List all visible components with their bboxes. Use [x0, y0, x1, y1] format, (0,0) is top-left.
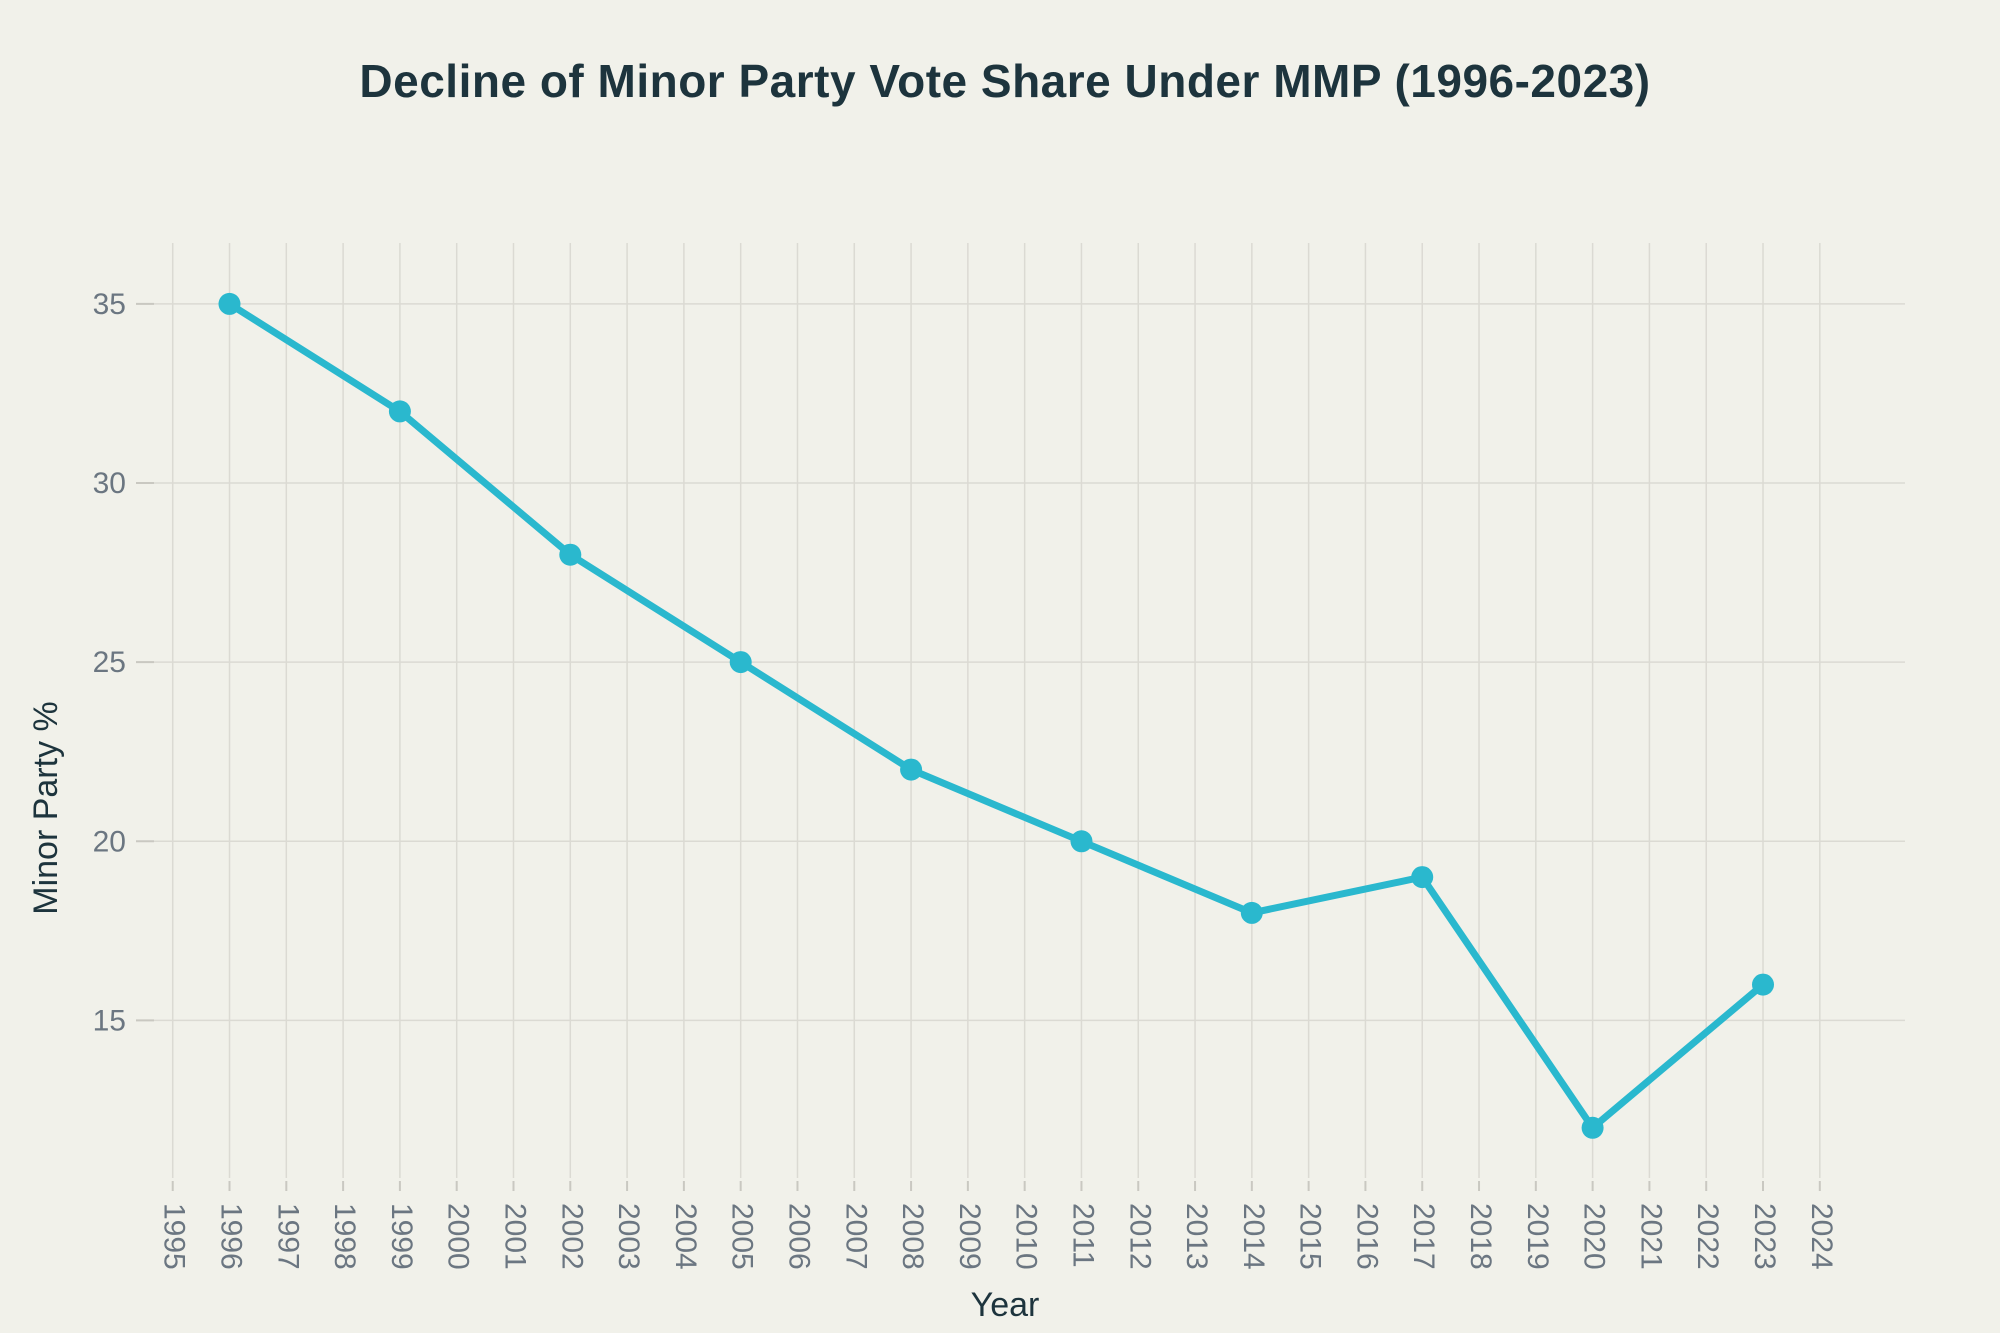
- x-tick-label: 2000: [442, 1203, 475, 1270]
- x-tick-label: 2018: [1464, 1203, 1497, 1270]
- x-tick-label: 1999: [385, 1203, 418, 1270]
- x-tick-label: 2010: [1010, 1203, 1043, 1270]
- x-tick-label: 2001: [498, 1203, 531, 1270]
- x-tick-label: 1998: [328, 1203, 361, 1270]
- x-tick-label: 2006: [782, 1203, 815, 1270]
- x-tick-label: 1995: [158, 1203, 191, 1270]
- x-tick-label: 1996: [215, 1203, 248, 1270]
- x-tick-label: 2003: [612, 1203, 645, 1270]
- x-tick-label: 2011: [1066, 1203, 1099, 1268]
- x-tick-label: 2007: [839, 1203, 872, 1270]
- x-tick-label: 2008: [896, 1203, 929, 1270]
- y-tick-label: 25: [93, 646, 126, 679]
- x-tick-label: 2012: [1123, 1203, 1156, 1270]
- x-tick-label: 2020: [1578, 1203, 1611, 1270]
- x-tick-label: 2014: [1237, 1203, 1270, 1270]
- data-point-marker: [1581, 1116, 1604, 1139]
- y-tick-label: 15: [93, 1004, 126, 1037]
- x-tick-label: 2019: [1521, 1203, 1554, 1270]
- x-tick-label: 2004: [669, 1203, 702, 1270]
- y-tick-label: 20: [93, 825, 126, 858]
- data-point-marker: [1240, 901, 1263, 924]
- x-tick-label: 2023: [1748, 1203, 1781, 1270]
- x-tick-label: 2013: [1180, 1203, 1213, 1270]
- x-tick-label: 2021: [1634, 1203, 1667, 1270]
- x-tick-label: 2024: [1805, 1203, 1838, 1270]
- data-point-marker: [1411, 866, 1434, 889]
- x-tick-label: 1997: [271, 1203, 304, 1270]
- data-point-marker: [900, 758, 923, 781]
- data-point-marker: [1752, 973, 1774, 996]
- data-point-marker: [559, 543, 582, 566]
- data-point-marker: [388, 400, 411, 423]
- data-point-marker: [729, 651, 752, 674]
- x-tick-label: 2017: [1407, 1203, 1440, 1270]
- y-axis-title: Minor Party %: [27, 701, 65, 915]
- x-tick-label: 2016: [1350, 1203, 1383, 1270]
- y-tick-label: 35: [93, 288, 126, 321]
- x-tick-label: 2005: [726, 1203, 759, 1270]
- x-tick-label: 2022: [1691, 1203, 1724, 1270]
- data-point-marker: [218, 292, 241, 315]
- chart-title: Decline of Minor Party Vote Share Under …: [359, 55, 1651, 107]
- x-tick-label: 2002: [555, 1203, 588, 1270]
- y-tick-label: 30: [93, 467, 126, 500]
- series-line: [226, 300, 1767, 1132]
- x-axis-title: Year: [970, 1286, 1040, 1324]
- data-point-marker: [1070, 830, 1093, 853]
- x-tick-label: 2015: [1294, 1203, 1327, 1270]
- x-tick-label: 2009: [953, 1203, 986, 1270]
